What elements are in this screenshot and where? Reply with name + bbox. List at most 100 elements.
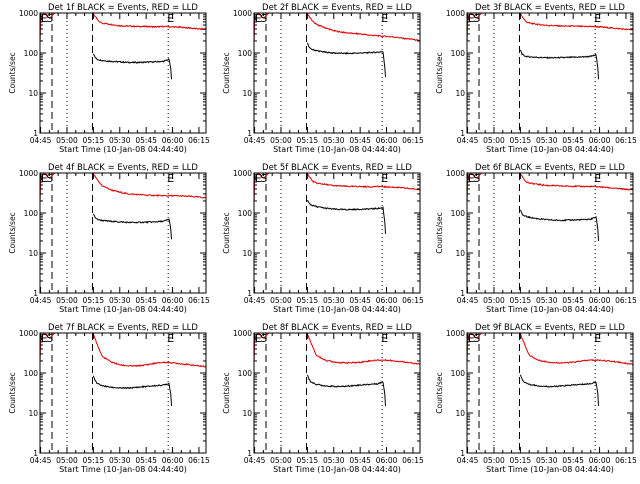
x-tick-label: 06:15: [615, 136, 637, 145]
events-line: [519, 49, 599, 80]
marker-label: E: [167, 172, 174, 185]
x-tick-label: 06:00: [162, 136, 184, 145]
x-axis-label: Start Time (10-Jan-08 04:44:40): [273, 145, 401, 154]
x-axis-label: Start Time (10-Jan-08 04:44:40): [59, 305, 187, 314]
x-axis-label: Start Time (10-Jan-08 04:44:40): [59, 145, 187, 154]
y-tick-label: 100: [451, 209, 466, 218]
y-tick-label: 10: [28, 249, 38, 258]
marker-label: S: [473, 12, 480, 25]
x-axis-label: Start Time (10-Jan-08 04:44:40): [273, 305, 401, 314]
marker-label: E: [167, 12, 174, 25]
x-tick-label: 05:45: [135, 136, 157, 145]
y-axis-label: Counts/sec: [435, 372, 444, 413]
x-tick-label: 06:15: [188, 456, 210, 465]
x-tick-label: 04:45: [244, 136, 266, 145]
x-tick-label: 06:15: [402, 136, 424, 145]
marker-label: E: [381, 172, 388, 185]
x-tick-label: 05:45: [562, 136, 584, 145]
series-lld: [40, 333, 206, 407]
y-tick-label: 1000: [446, 329, 465, 338]
marker-label: E: [255, 12, 262, 25]
y-tick-label: 100: [451, 49, 466, 58]
axes-frame: [466, 332, 634, 454]
marker-label: S: [473, 172, 480, 185]
y-tick-label: 1: [33, 129, 38, 138]
y-tick-label: 1: [247, 289, 252, 298]
x-tick-label: 05:30: [109, 136, 131, 145]
marker-label: S: [46, 12, 53, 25]
series-lld: [467, 333, 633, 407]
marker-label: S: [46, 172, 53, 185]
x-tick-label: 05:30: [323, 136, 345, 145]
x-tick-label: 04:45: [244, 456, 266, 465]
x-tick-label: 05:15: [510, 136, 532, 145]
axes-frame: [253, 332, 421, 454]
y-axis-label: Counts/sec: [435, 52, 444, 93]
y-axis-label: Counts/sec: [8, 372, 17, 413]
x-axis-label: Start Time (10-Jan-08 04:44:40): [486, 145, 614, 154]
y-tick-label: 10: [455, 409, 465, 418]
y-axis-label: Counts/sec: [222, 372, 231, 413]
marker-label: E: [468, 332, 475, 345]
panel-title: Det 7f BLACK = Events, RED = LLD: [48, 323, 198, 333]
x-tick-label: 05:45: [135, 456, 157, 465]
marker-label: S: [260, 12, 267, 25]
x-tick-label: 05:15: [297, 136, 319, 145]
y-axis-label: Counts/sec: [435, 212, 444, 253]
events-line: [306, 42, 386, 78]
y-tick-label: 1000: [446, 9, 465, 18]
lld-line: [40, 333, 206, 368]
y-tick-label: 10: [455, 89, 465, 98]
chart-panel-1: Det 1f BLACK = Events, RED = LLD 1 10 100 10…: [8, 3, 210, 154]
x-tick-label: 05:45: [562, 296, 584, 305]
x-tick-label: 06:15: [188, 136, 210, 145]
y-tick-label: 1000: [19, 9, 38, 18]
marker-label: E: [468, 12, 475, 25]
x-axis-label: Start Time (10-Jan-08 04:44:40): [486, 305, 614, 314]
lld-line: [254, 173, 420, 202]
y-tick-label: 100: [24, 369, 39, 378]
y-tick-label: 10: [455, 249, 465, 258]
x-tick-label: 04:45: [30, 296, 52, 305]
series-lld: [254, 13, 420, 78]
events-line: [92, 213, 172, 240]
y-tick-label: 100: [24, 49, 39, 58]
x-tick-label: 05:00: [483, 136, 505, 145]
lld-line: [254, 13, 420, 42]
marker-label: S: [46, 332, 53, 345]
y-tick-label: 10: [242, 249, 252, 258]
x-axis-label: Start Time (10-Jan-08 04:44:40): [59, 465, 187, 474]
y-tick-label: 1: [460, 129, 465, 138]
x-tick-label: 05:30: [536, 456, 558, 465]
x-tick-label: 05:30: [323, 296, 345, 305]
x-tick-label: 04:45: [30, 456, 52, 465]
marker-label: S: [260, 172, 267, 185]
y-tick-label: 100: [451, 369, 466, 378]
y-axis-label: Counts/sec: [222, 52, 231, 93]
x-tick-label: 05:45: [562, 456, 584, 465]
lld-line: [467, 13, 633, 42]
axes-frame: [466, 12, 634, 134]
y-tick-label: 1000: [233, 9, 252, 18]
x-tick-label: 05:15: [83, 296, 105, 305]
x-tick-label: 05:45: [135, 296, 157, 305]
marker-label: S: [473, 332, 480, 345]
chart-panel-2: Det 2f BLACK = Events, RED = LLD 1 10 100 10…: [222, 3, 424, 154]
x-tick-label: 06:00: [589, 456, 611, 465]
events-line: [306, 374, 386, 407]
x-tick-label: 04:45: [30, 136, 52, 145]
x-tick-label: 05:45: [349, 456, 371, 465]
marker-label: E: [594, 332, 601, 345]
y-tick-label: 100: [238, 209, 253, 218]
x-tick-label: 05:00: [56, 456, 78, 465]
x-tick-label: 06:15: [615, 456, 637, 465]
x-tick-label: 06:00: [589, 136, 611, 145]
x-tick-label: 05:15: [297, 296, 319, 305]
x-tick-label: 05:00: [270, 456, 292, 465]
x-tick-label: 05:45: [349, 296, 371, 305]
x-tick-label: 04:45: [457, 456, 479, 465]
panel-title: Det 5f BLACK = Events, RED = LLD: [262, 163, 412, 173]
y-tick-label: 10: [242, 89, 252, 98]
lld-line: [40, 173, 206, 202]
